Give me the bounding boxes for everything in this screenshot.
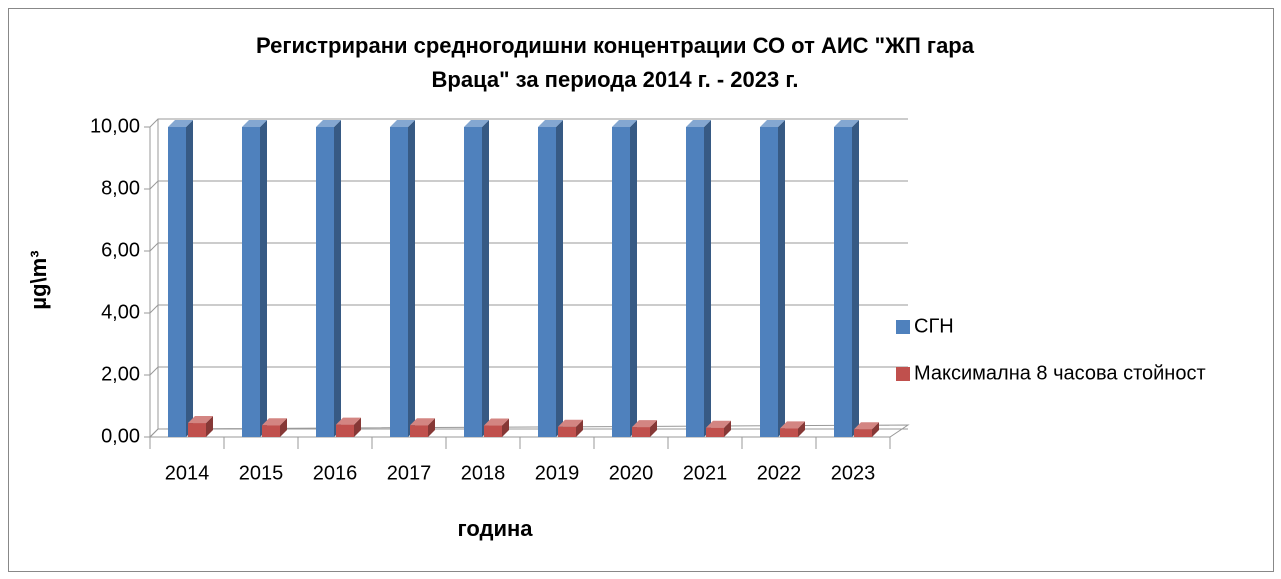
grid-line — [149, 242, 908, 252]
legend-label: Максимална 8 часова стойност — [914, 362, 1206, 384]
bar-top — [410, 418, 435, 426]
bar — [706, 427, 724, 437]
bar-side — [408, 120, 415, 437]
bar-top — [484, 418, 509, 426]
bar — [410, 425, 428, 437]
bar — [242, 127, 260, 437]
bar-side — [556, 120, 563, 437]
bar-side — [334, 120, 341, 437]
bar-top — [686, 120, 711, 127]
x-tick-label: 2022 — [757, 462, 802, 484]
bar — [336, 424, 354, 437]
x-tick-label: 2016 — [313, 462, 358, 484]
bar-top — [464, 120, 489, 127]
chart-title: Регистрирани средногодишни концентрации … — [256, 33, 975, 58]
bar-top — [242, 120, 267, 127]
grid-line — [149, 118, 908, 128]
y-tick-label: 6,00 — [101, 239, 140, 261]
bar-top — [390, 120, 415, 127]
bar-top — [632, 420, 657, 428]
grid-line — [149, 304, 908, 314]
bar — [188, 423, 206, 437]
bar-top — [834, 120, 859, 127]
bar — [168, 127, 186, 437]
legend-swatch — [896, 320, 910, 334]
bar-top — [612, 120, 637, 127]
x-tick-label: 2014 — [165, 462, 210, 484]
bar-side — [798, 421, 805, 437]
bar-side — [650, 420, 657, 437]
bar-top — [188, 416, 213, 424]
bar-side — [354, 417, 361, 437]
bar — [854, 429, 872, 437]
bar — [780, 428, 798, 437]
bar-side — [502, 418, 509, 437]
bar — [760, 127, 778, 437]
bar-side — [872, 422, 879, 437]
bar-top — [780, 421, 805, 429]
x-tick-label: 2020 — [609, 462, 654, 484]
chart-frame — [8, 8, 1274, 572]
bar-side — [852, 120, 859, 437]
bar-side — [260, 120, 267, 437]
bar-side — [428, 418, 435, 437]
bar — [316, 127, 334, 437]
chart-title: Враца" за периода 2014 г. - 2023 г. — [432, 67, 799, 92]
y-tick-label: 8,00 — [101, 177, 140, 199]
legend-swatch — [896, 367, 910, 381]
x-axis-label: година — [457, 516, 533, 541]
bar-top — [316, 120, 341, 127]
bar-side — [724, 420, 731, 437]
bar-side — [280, 418, 287, 437]
bar-side — [206, 416, 213, 437]
bar-side — [630, 120, 637, 437]
bar — [834, 127, 852, 437]
bar-top — [168, 120, 193, 127]
x-tick-label: 2018 — [461, 462, 506, 484]
x-tick-label: 2021 — [683, 462, 728, 484]
bar — [686, 127, 704, 437]
x-tick-label: 2019 — [535, 462, 580, 484]
y-axis-label: µg\m³ — [26, 250, 51, 309]
bar-top — [336, 417, 361, 425]
bar — [612, 127, 630, 437]
grid-line — [149, 180, 908, 190]
x-tick-label: 2015 — [239, 462, 284, 484]
bar-top — [760, 120, 785, 127]
bar-top — [854, 422, 879, 430]
y-tick-label: 2,00 — [101, 363, 140, 385]
grid-line — [149, 366, 908, 376]
grid-line — [149, 428, 908, 438]
x-tick-label: 2017 — [387, 462, 432, 484]
bar-side — [186, 120, 193, 437]
y-tick-label: 4,00 — [101, 301, 140, 323]
legend-label: СГН — [914, 315, 954, 337]
bar — [538, 127, 556, 437]
y-tick-label: 0,00 — [101, 425, 140, 447]
bar — [484, 425, 502, 437]
bar — [390, 127, 408, 437]
bar-side — [576, 419, 583, 437]
bar — [558, 426, 576, 437]
bar-side — [778, 120, 785, 437]
bar — [262, 425, 280, 437]
bar-top — [558, 419, 583, 427]
bar — [632, 427, 650, 437]
y-tick-label: 10,00 — [90, 115, 140, 137]
bar-side — [482, 120, 489, 437]
bar-top — [262, 418, 287, 426]
bar — [464, 127, 482, 437]
bar-top — [706, 420, 731, 428]
x-tick-label: 2023 — [831, 462, 876, 484]
bar-top — [538, 120, 563, 127]
bar-side — [704, 120, 711, 437]
